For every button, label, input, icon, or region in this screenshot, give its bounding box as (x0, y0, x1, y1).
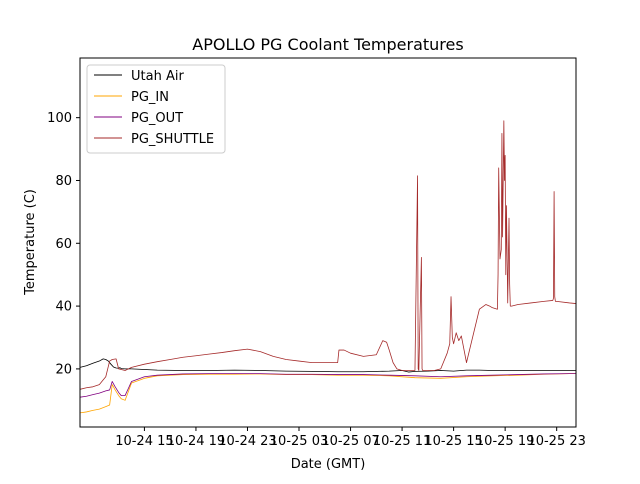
series-line-pg-in (79, 373, 576, 414)
legend-items: Utah Air PG_IN PG_OUT PG_SHUTTLE (94, 69, 214, 147)
plot-frame (79, 57, 577, 428)
y-axis-label: Temperature (C) (23, 189, 38, 296)
chart-title: APOLLO PG Coolant Temperatures (192, 35, 463, 54)
legend-label: PG_IN (131, 90, 169, 105)
x-tick-label: 10-25 15 (424, 434, 482, 449)
y-tick-label: 100 (47, 111, 72, 126)
x-tick-label: 10-25 07 (321, 434, 379, 449)
y-tick-label: 60 (55, 237, 72, 252)
x-tick-label: 10-25 11 (373, 434, 431, 449)
series-line-pg-shuttle (79, 120, 577, 390)
series-layer (79, 120, 577, 414)
x-tick-label: 10-25 19 (476, 434, 534, 449)
y-ticks: 20 40 60 80 100 (47, 111, 80, 377)
legend-box (86, 64, 226, 154)
legend: Utah Air PG_IN PG_OUT PG_SHUTTLE (86, 64, 226, 154)
x-tick-label: 10-25 03 (270, 434, 328, 449)
series-line-utah-air (79, 358, 576, 373)
legend-label: PG_SHUTTLE (131, 132, 214, 147)
x-tick-label: 10-24 23 (218, 434, 276, 449)
x-tick-label: 10-25 23 (527, 434, 585, 449)
x-tick-label: 10-24 15 (115, 434, 173, 449)
y-tick-label: 20 (55, 362, 72, 377)
legend-label: Utah Air (131, 69, 184, 84)
x-axis-label: Date (GMT) (291, 457, 366, 472)
y-tick-label: 40 (55, 300, 72, 315)
x-tick-label: 10-24 19 (167, 434, 225, 449)
y-tick-label: 80 (55, 174, 72, 189)
legend-label: PG_OUT (131, 111, 183, 126)
series-line-pg-out (79, 373, 576, 398)
